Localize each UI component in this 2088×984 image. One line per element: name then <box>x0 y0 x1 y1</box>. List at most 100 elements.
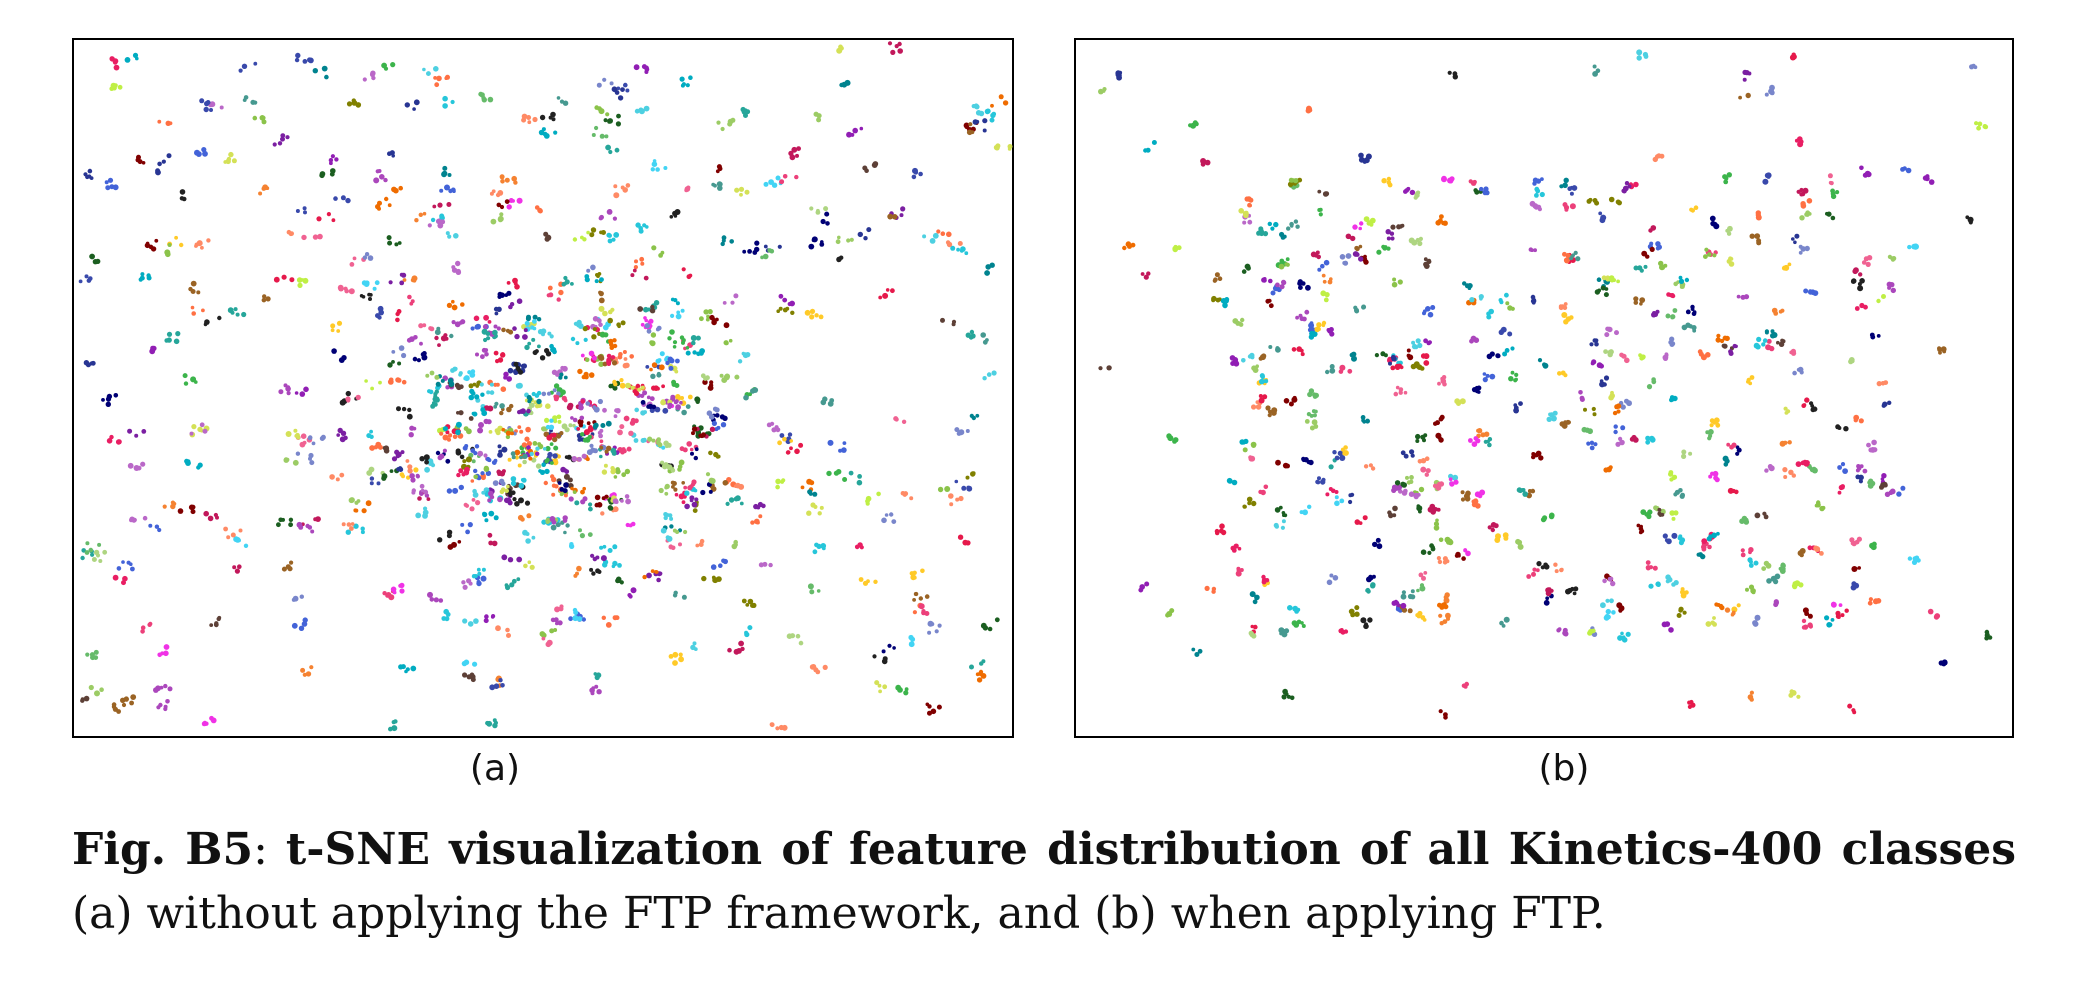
scatter-a-point <box>447 438 451 442</box>
scatter-a-point <box>625 89 629 93</box>
scatter-b-point <box>1240 568 1244 572</box>
scatter-b-point <box>1841 462 1845 466</box>
scatter-a-point <box>526 532 530 536</box>
scatter-b-point <box>1681 593 1687 599</box>
scatter-a-point <box>608 310 613 315</box>
scatter-b-point <box>1602 579 1607 584</box>
scatter-b-point <box>1713 476 1718 481</box>
scatter-b-point <box>1395 365 1400 370</box>
scatter-a-point <box>634 64 640 70</box>
scatter-a-point <box>163 651 169 657</box>
scatter-a-point <box>635 222 640 227</box>
scatter-b-point <box>1418 459 1423 464</box>
scatter-b-point <box>1213 277 1218 282</box>
scatter-a-point <box>493 480 499 486</box>
scatter-a-point <box>299 626 304 631</box>
scatter-a-point <box>552 520 557 525</box>
scatter-b-point <box>1868 601 1873 606</box>
scatter-a-point <box>570 282 574 286</box>
scatter-b-point <box>1838 491 1842 495</box>
scatter-a-point <box>443 426 448 431</box>
scatter-a-point <box>705 375 710 380</box>
scatter-b-point <box>1437 482 1442 487</box>
scatter-b-point <box>1122 246 1126 250</box>
scatter-a-point <box>498 357 503 362</box>
scatter-a-point <box>819 315 824 320</box>
scatter-a-point <box>650 374 655 379</box>
scatter-a-point <box>682 82 686 86</box>
scatter-b-point <box>1354 612 1359 617</box>
scatter-a-point <box>182 197 187 202</box>
scatter-a-point <box>502 428 506 432</box>
scatter-b-point <box>1877 334 1881 338</box>
scatter-a-point <box>110 56 114 60</box>
scatter-a-point <box>613 498 619 504</box>
scatter-b-point <box>1741 548 1745 552</box>
scatter-a-point <box>994 145 999 150</box>
scatter-a-point <box>232 158 237 163</box>
scatter-a-point <box>357 499 361 503</box>
scatter-a-point <box>909 496 913 500</box>
scatter-a-point <box>985 109 990 114</box>
scatter-b-point <box>1285 692 1289 696</box>
scatter-b-point <box>1243 211 1249 217</box>
scatter-b-point <box>1437 382 1441 386</box>
scatter-a-point <box>424 454 430 460</box>
scatter-a-point <box>577 320 582 325</box>
scatter-a-point <box>738 641 744 647</box>
scatter-a-point <box>711 564 717 570</box>
scatter-b-point <box>1791 237 1795 241</box>
scatter-a-point <box>544 459 548 463</box>
scatter-a-point <box>341 355 346 360</box>
scatter-b-point <box>1540 192 1545 197</box>
scatter-a-point <box>952 320 956 324</box>
scatter-a-point <box>474 394 479 399</box>
scatter-a-point <box>134 465 140 471</box>
scatter-b-point <box>1863 173 1868 178</box>
scatter-b-point <box>1672 517 1676 521</box>
scatter-b-point <box>1859 303 1864 308</box>
scatter-a-point <box>352 98 356 102</box>
scatter-a-point <box>313 234 318 239</box>
scatter-b-point <box>1405 454 1409 458</box>
scatter-a-point <box>349 288 355 294</box>
scatter-b-point <box>1146 148 1151 153</box>
scatter-b-point <box>1415 439 1419 443</box>
scatter-a-point <box>626 183 631 188</box>
scatter-a-point <box>739 193 743 197</box>
scatter-b-point <box>1799 251 1803 255</box>
scatter-b-point <box>1866 443 1871 448</box>
scatter-a-point <box>897 48 903 54</box>
scatter-b-point <box>1281 526 1285 530</box>
scatter-a-point <box>700 539 705 544</box>
scatter-a-point <box>521 118 526 123</box>
scatter-a-point <box>282 275 287 280</box>
scatter-b-point <box>1417 614 1421 618</box>
scatter-b-point <box>1591 629 1596 634</box>
scatter-a-point <box>329 474 335 480</box>
scatter-b-point <box>1580 397 1585 402</box>
scatter-b-point <box>1749 585 1754 590</box>
scatter-a-point <box>730 118 735 123</box>
scatter-a-point <box>693 508 698 513</box>
scatter-b-point <box>1859 166 1864 171</box>
scatter-a-point <box>514 334 519 339</box>
scatter-a-point <box>842 477 847 482</box>
scatter-b-point <box>1670 293 1675 298</box>
scatter-b-point <box>1619 605 1625 611</box>
scatter-b-point <box>1463 548 1467 552</box>
scatter-a-point <box>641 386 645 390</box>
scatter-b-point <box>1749 548 1754 553</box>
scatter-a-point <box>496 430 501 435</box>
scatter-b-point <box>1601 286 1606 291</box>
scatter-a-point <box>395 377 400 382</box>
scatter-a-point <box>535 205 540 210</box>
scatter-b-point <box>1616 280 1620 284</box>
scatter-b-point <box>1251 404 1256 409</box>
scatter-b-point <box>1668 627 1674 633</box>
scatter-a-point <box>345 396 350 401</box>
scatter-b-point <box>1748 694 1754 700</box>
scatter-a-point <box>329 161 333 165</box>
scatter-a-point <box>139 278 143 282</box>
scatter-b-point <box>1750 234 1755 239</box>
